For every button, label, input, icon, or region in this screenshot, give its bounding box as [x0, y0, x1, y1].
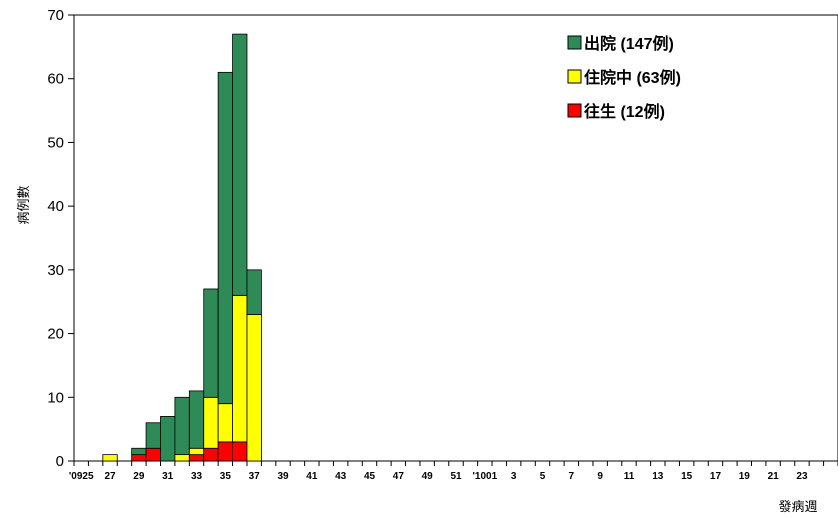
bar-segment-0933-series-0 [188, 454, 205, 462]
bar-segment-0935-series-1 [217, 403, 233, 443]
x-tick-label: 49 [422, 471, 434, 482]
bar-segment-0935-series-2 [217, 71, 233, 405]
legend-swatch [567, 35, 582, 50]
x-tick-label: 51 [450, 471, 462, 482]
bar-segment-0936-series-0 [232, 441, 248, 462]
y-tick-label: 20 [47, 326, 64, 343]
bars-group [102, 33, 262, 462]
x-tick-label: 5 [540, 471, 546, 482]
bar-segment-0937-series-1 [246, 314, 262, 462]
y-tick-label: 50 [47, 134, 64, 151]
x-tick-label: 9 [597, 471, 603, 482]
x-tick-label: 15 [681, 471, 693, 482]
x-tick-label: 45 [364, 471, 376, 482]
y-tick-label: 30 [47, 262, 64, 279]
bar-segment-0933-series-2 [188, 390, 205, 449]
x-tick-label: 47 [393, 471, 405, 482]
y-tick-label: 60 [47, 71, 64, 88]
x-tick-label: '0925 [69, 471, 94, 482]
plot-frame [73, 14, 838, 462]
bar-segment-0936-series-1 [232, 294, 248, 443]
x-tick-label: 39 [277, 471, 289, 482]
x-tick-label: 29 [133, 471, 145, 482]
bar-segment-0934-series-2 [203, 288, 219, 398]
legend-label: 往生 (12例) [584, 102, 665, 121]
bar-segment-0930-series-2 [145, 422, 161, 449]
x-tick-label: 3 [511, 471, 517, 482]
y-tick-label: 40 [47, 198, 64, 215]
bar-segment-0927-series-1 [102, 454, 118, 462]
x-tick-label: '1001 [473, 471, 498, 482]
plot-area [73, 14, 838, 462]
legend-label: 出院 (147例) [584, 34, 674, 53]
y-tick-label: 10 [47, 389, 64, 406]
x-tick-label: 11 [624, 471, 635, 482]
bar-segment-0932-series-2 [174, 396, 190, 456]
x-tick-label: 19 [739, 471, 751, 482]
x-tick-label: 33 [191, 471, 203, 482]
legend-label: 住院中 (63例) [584, 68, 681, 87]
x-tick-label: 35 [220, 471, 232, 482]
x-tick-label: 37 [249, 471, 261, 482]
x-tick-label: 17 [710, 471, 722, 482]
bar-segment-0929-series-0 [131, 454, 147, 462]
bar-segment-0931-series-2 [160, 415, 176, 462]
y-axis-label: 病例數 [17, 185, 32, 224]
bar-segment-0935-series-0 [217, 441, 233, 462]
bar-segment-0934-series-1 [203, 396, 219, 449]
x-tick-label: 31 [162, 471, 174, 482]
x-tick-label: 23 [796, 471, 808, 482]
y-tick-label: 70 [47, 7, 64, 24]
x-axis-label: 發病週 [778, 500, 817, 515]
bar-segment-0937-series-2 [246, 269, 262, 315]
bar-segment-0936-series-2 [232, 33, 248, 296]
legend: 出院 (147例) 住院中 (63例) 往生 (12例) [567, 34, 681, 121]
x-tick-label: 21 [768, 471, 780, 482]
legend-swatch [567, 69, 582, 84]
x-tick-label: 27 [104, 471, 116, 482]
x-tick-label: 43 [335, 471, 347, 482]
legend-swatch [567, 103, 582, 118]
x-tick-label: 7 [569, 471, 575, 482]
bar-segment-0933-series-1 [188, 447, 205, 456]
bar-segment-0930-series-0 [145, 447, 161, 462]
bar-segment-0932-series-1 [174, 454, 190, 462]
y-tick-label: 0 [56, 453, 64, 470]
bar-segment-0934-series-0 [203, 447, 219, 462]
bar-segment-0929-series-2 [131, 447, 147, 456]
x-tick-label: 13 [652, 471, 664, 482]
x-tick-label: 41 [306, 471, 318, 482]
